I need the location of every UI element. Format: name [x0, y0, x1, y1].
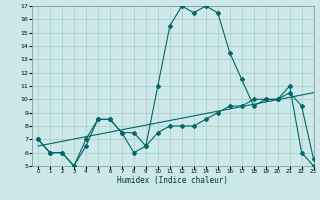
X-axis label: Humidex (Indice chaleur): Humidex (Indice chaleur) [117, 176, 228, 185]
